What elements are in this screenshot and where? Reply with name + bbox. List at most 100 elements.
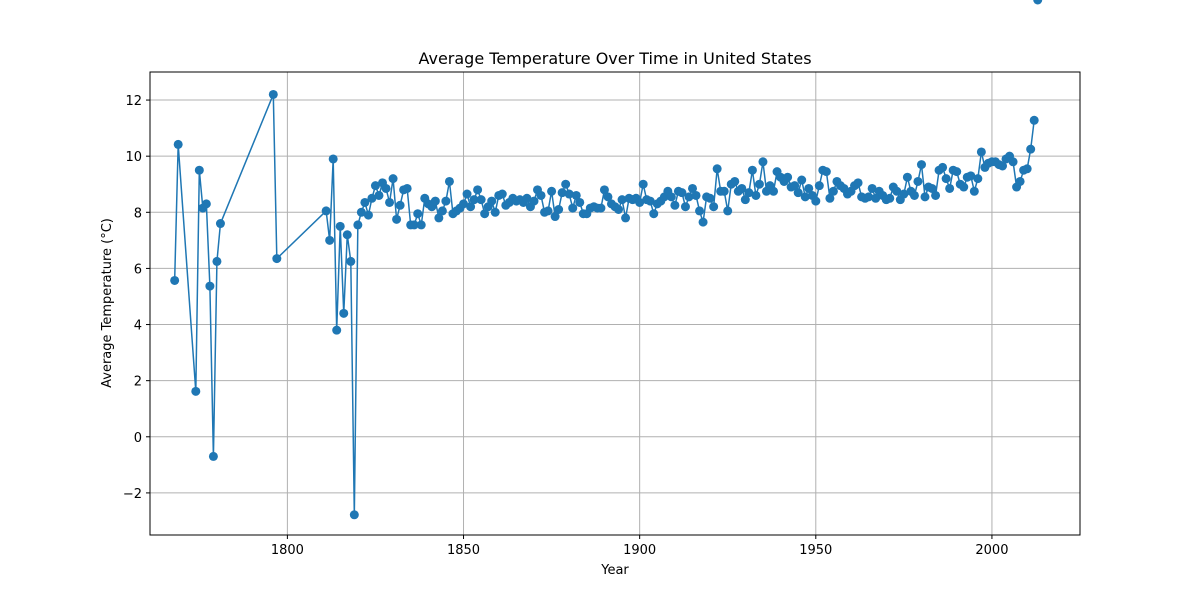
- data-point[interactable]: [670, 200, 680, 210]
- data-point[interactable]: [444, 176, 454, 186]
- data-point[interactable]: [751, 190, 761, 200]
- data-point[interactable]: [473, 185, 483, 195]
- data-point[interactable]: [346, 256, 356, 266]
- data-point[interactable]: [811, 196, 821, 206]
- data-point[interactable]: [459, 199, 469, 209]
- data-point[interactable]: [381, 183, 391, 193]
- data-point[interactable]: [945, 183, 955, 193]
- data-point[interactable]: [335, 221, 345, 231]
- data-point[interactable]: [790, 181, 800, 191]
- data-point[interactable]: [899, 189, 909, 199]
- data-point[interactable]: [402, 183, 412, 193]
- data-point[interactable]: [916, 160, 926, 170]
- data-point[interactable]: [754, 179, 764, 189]
- data-point[interactable]: [758, 157, 768, 167]
- data-point[interactable]: [737, 183, 747, 193]
- data-point[interactable]: [800, 192, 810, 202]
- data-point[interactable]: [205, 281, 215, 291]
- data-point[interactable]: [885, 193, 895, 203]
- data-point[interactable]: [769, 186, 779, 196]
- data-point[interactable]: [561, 179, 571, 189]
- data-point[interactable]: [321, 206, 331, 216]
- data-point[interactable]: [797, 175, 807, 185]
- data-point[interactable]: [342, 230, 352, 240]
- data-point[interactable]: [363, 210, 373, 220]
- data-point[interactable]: [783, 172, 793, 182]
- data-point[interactable]: [353, 220, 363, 230]
- data-point[interactable]: [370, 181, 380, 191]
- data-point[interactable]: [976, 147, 986, 157]
- data-point[interactable]: [437, 206, 447, 216]
- data-point[interactable]: [536, 190, 546, 200]
- data-point[interactable]: [973, 174, 983, 184]
- data-point[interactable]: [554, 205, 564, 214]
- data-point[interactable]: [814, 181, 824, 191]
- data-point[interactable]: [909, 190, 919, 200]
- data-point[interactable]: [853, 178, 863, 188]
- data-point[interactable]: [603, 192, 613, 202]
- data-point[interactable]: [723, 206, 733, 216]
- data-point[interactable]: [680, 202, 690, 212]
- data-point[interactable]: [416, 220, 426, 230]
- data-point[interactable]: [564, 189, 574, 199]
- data-point[interactable]: [543, 206, 553, 216]
- data-point[interactable]: [550, 212, 560, 222]
- data-point[interactable]: [360, 197, 370, 207]
- data-point[interactable]: [441, 196, 451, 206]
- data-point[interactable]: [575, 197, 585, 207]
- data-point[interactable]: [821, 167, 831, 177]
- data-point[interactable]: [621, 213, 631, 223]
- data-point[interactable]: [712, 164, 722, 174]
- data-point[interactable]: [325, 235, 335, 245]
- data-point[interactable]: [208, 451, 218, 461]
- data-point[interactable]: [698, 217, 708, 227]
- data-point[interactable]: [614, 205, 624, 214]
- data-point[interactable]: [959, 182, 969, 192]
- data-point[interactable]: [547, 186, 557, 196]
- data-point[interactable]: [596, 203, 606, 213]
- data-point[interactable]: [215, 219, 225, 229]
- data-point[interactable]: [339, 308, 349, 318]
- data-point[interactable]: [374, 190, 384, 200]
- data-point[interactable]: [1015, 176, 1025, 186]
- data-point[interactable]: [902, 172, 912, 182]
- data-point[interactable]: [568, 203, 578, 213]
- data-point[interactable]: [272, 254, 282, 264]
- data-point[interactable]: [864, 192, 874, 202]
- data-point[interactable]: [920, 192, 930, 202]
- data-point[interactable]: [871, 193, 881, 203]
- data-point[interactable]: [430, 196, 440, 206]
- data-point[interactable]: [666, 192, 676, 202]
- data-point[interactable]: [931, 190, 941, 200]
- data-point[interactable]: [356, 207, 366, 217]
- data-point[interactable]: [617, 195, 627, 205]
- data-point[interactable]: [966, 171, 976, 181]
- data-point[interactable]: [529, 196, 539, 206]
- data-point[interactable]: [892, 186, 902, 196]
- data-point[interactable]: [522, 193, 532, 203]
- data-point[interactable]: [462, 189, 472, 199]
- data-point[interactable]: [395, 200, 405, 210]
- data-point[interactable]: [388, 174, 398, 184]
- data-point[interactable]: [212, 256, 222, 266]
- data-point[interactable]: [804, 183, 814, 193]
- data-point[interactable]: [599, 185, 609, 195]
- data-point[interactable]: [170, 275, 180, 285]
- data-point[interactable]: [367, 193, 377, 203]
- data-point[interactable]: [328, 154, 338, 164]
- data-point[interactable]: [952, 167, 962, 177]
- data-point[interactable]: [684, 192, 694, 202]
- data-point[interactable]: [941, 174, 951, 184]
- data-point[interactable]: [1008, 157, 1018, 167]
- data-point[interactable]: [969, 186, 979, 196]
- data-point[interactable]: [705, 193, 715, 203]
- data-point[interactable]: [793, 188, 803, 198]
- data-point[interactable]: [825, 193, 835, 203]
- data-point[interactable]: [719, 186, 729, 196]
- data-point[interactable]: [1033, 0, 1043, 5]
- data-point[interactable]: [927, 183, 937, 193]
- data-point[interactable]: [413, 209, 423, 219]
- data-point[interactable]: [409, 220, 419, 230]
- data-point[interactable]: [1026, 144, 1036, 154]
- data-point[interactable]: [645, 196, 655, 206]
